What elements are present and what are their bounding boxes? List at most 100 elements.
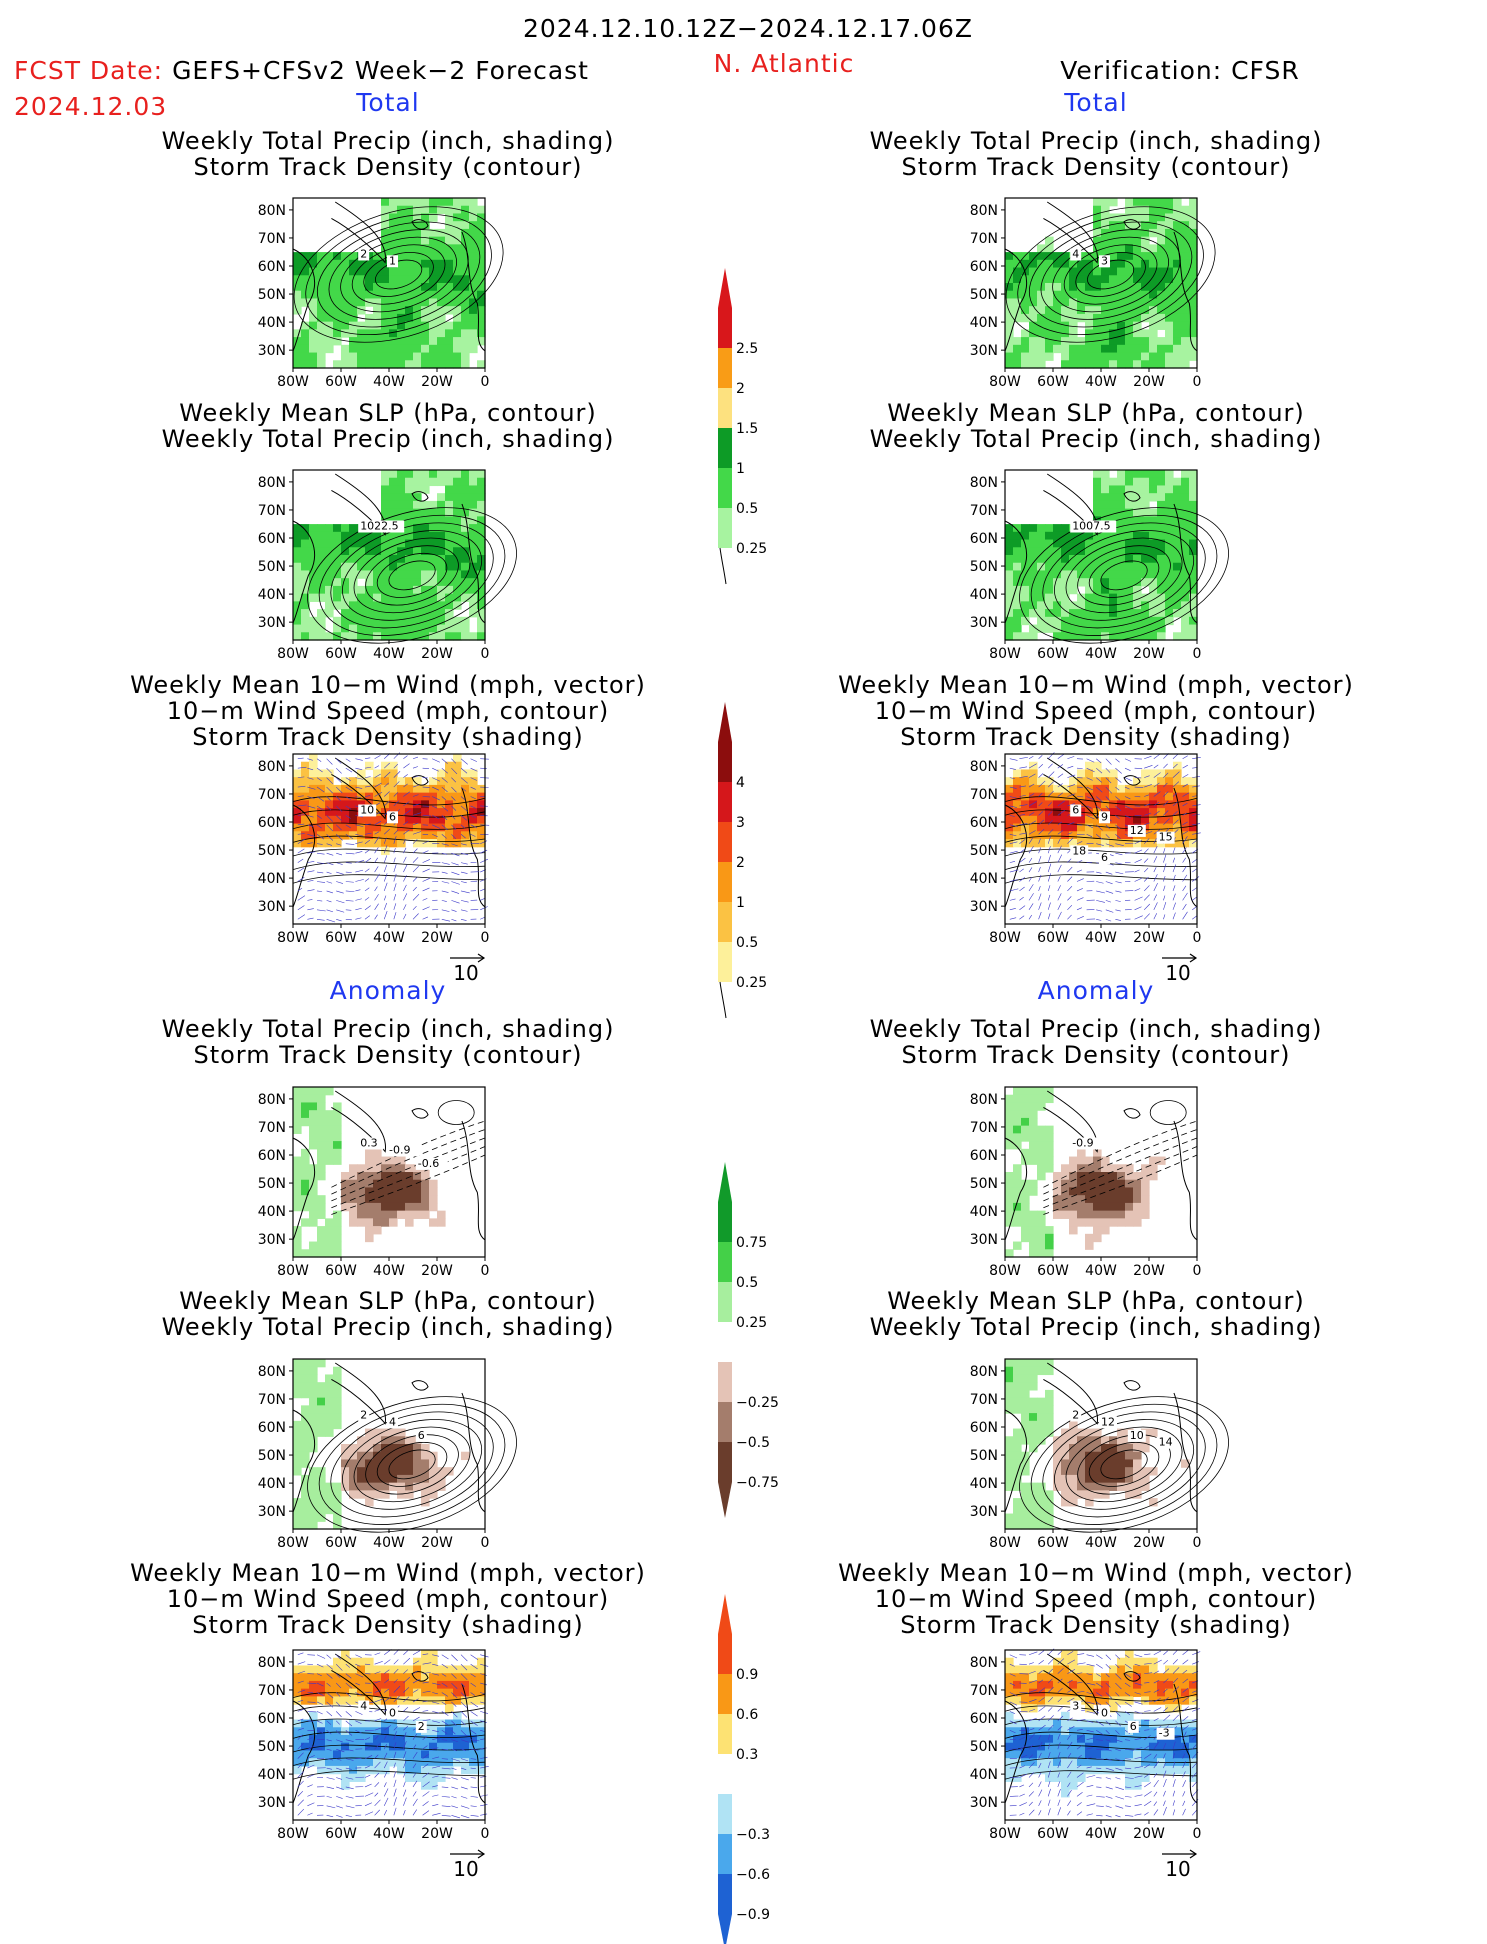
lon-tick-label: 0 [481, 1826, 490, 1842]
lat-tick-label: 40N [258, 871, 286, 887]
contour-label: 1022.5 [360, 520, 399, 533]
shading-layer [293, 198, 486, 369]
lat-tick-label: 70N [970, 1120, 998, 1136]
lat-tick-label: 50N [258, 1448, 286, 1464]
contour-label: 6 [1101, 851, 1108, 864]
colorbar-precip_total: 2.521.510.50.25 [718, 268, 818, 578]
lat-tick-label: 50N [258, 1176, 286, 1192]
total-label-right: Total [1064, 88, 1127, 117]
lon-tick-label: 60W [1037, 1826, 1069, 1842]
panel-title-line: Weekly Total Precip (inch, shading) [870, 1016, 1323, 1042]
region-label: N. Atlantic [714, 49, 855, 78]
lat-tick-label: 60N [970, 259, 998, 275]
lon-tick-label: 80W [277, 1535, 309, 1551]
lat-tick-label: 60N [970, 815, 998, 831]
lon-tick-label: 0 [1193, 374, 1202, 390]
colorbar-label: 1 [736, 895, 745, 911]
shading-layer [293, 754, 486, 855]
panel-title-6: Weekly Mean 10−m Wind (mph, vector)10−m … [838, 672, 1354, 750]
contour-labels: 1022.5 [358, 520, 404, 533]
lat-tick-label: 80N [970, 203, 998, 219]
panel-title-line: Weekly Mean 10−m Wind (mph, vector) [838, 672, 1354, 698]
contour-label: 0 [389, 1706, 396, 1719]
contour-label: 0.3 [360, 1137, 378, 1150]
panel-title-line: Storm Track Density (contour) [870, 1042, 1323, 1068]
colorbar-label: 0.25 [736, 975, 767, 991]
lat-tick-label: 50N [970, 843, 998, 859]
lon-tick-label: 60W [325, 1263, 357, 1279]
lat-tick-label: 70N [258, 231, 286, 247]
colorbar-swatch [718, 508, 732, 548]
colorbar-swatch [718, 1282, 732, 1322]
panel-title-9: Weekly Mean 10−m Wind (mph, vector)10−m … [130, 1560, 646, 1638]
colorbar-swatch [718, 1634, 732, 1674]
panel-title-line: Storm Track Density (shading) [130, 724, 646, 750]
lon-tick-label: 60W [1037, 1535, 1069, 1551]
panel-title-5: Weekly Mean SLP (hPa, contour)Weekly Tot… [870, 400, 1323, 452]
panel-title-10: Weekly Total Precip (inch, shading)Storm… [870, 1016, 1323, 1068]
lon-tick-label: 40W [1085, 1535, 1117, 1551]
lat-tick-label: 80N [258, 1092, 286, 1108]
lon-tick-label: 60W [325, 374, 357, 390]
fcst-title: FCST Date: GEFS+CFSv2 Week−2 Forecast [14, 56, 589, 85]
lon-tick-label: 60W [325, 1535, 357, 1551]
panel-title-line: Storm Track Density (contour) [162, 1042, 615, 1068]
lat-tick-label: 40N [258, 315, 286, 331]
lat-tick-label: 30N [258, 615, 286, 631]
lat-tick-label: 50N [258, 287, 286, 303]
lon-tick-label: 40W [1085, 646, 1117, 662]
lat-tick-label: 60N [258, 1420, 286, 1436]
panel-title-line: Weekly Mean SLP (hPa, contour) [162, 1288, 615, 1314]
lat-tick-label: 80N [970, 1655, 998, 1671]
contour-label: -3 [1159, 1727, 1170, 1740]
colorbar-label: −0.5 [736, 1435, 770, 1451]
contour-label: 4 [389, 1415, 396, 1428]
vector-reference-label: 10 [1165, 1857, 1190, 1881]
lat-tick-label: 70N [258, 1683, 286, 1699]
lat-tick-label: 60N [258, 1711, 286, 1727]
contour-label: 3 [1072, 1700, 1079, 1713]
lon-tick-label: 0 [481, 646, 490, 662]
lon-tick-label: 40W [373, 646, 405, 662]
colorbar-label: 0.5 [736, 935, 758, 951]
panel-title-12: Weekly Mean 10−m Wind (mph, vector)10−m … [838, 1560, 1354, 1638]
lon-tick-label: 0 [481, 930, 490, 946]
colorbar-label: −0.75 [736, 1475, 779, 1491]
colorbar-track_anom: 0.90.60.3−0.3−0.6−0.9 [718, 1594, 818, 1944]
colorbar-swatch [718, 1442, 732, 1482]
colorbar-swatch [718, 742, 732, 782]
panel-title-line: Weekly Mean 10−m Wind (mph, vector) [130, 672, 646, 698]
colorbar-label: 0.5 [736, 501, 758, 517]
lat-tick-label: 40N [970, 315, 998, 331]
colorbar-label: 1.5 [736, 421, 758, 437]
lon-tick-label: 20W [421, 1826, 453, 1842]
colorbar-swatch [718, 1714, 732, 1754]
panel-title-line: Weekly Total Precip (inch, shading) [162, 128, 615, 154]
contour-label: 15 [1159, 831, 1173, 844]
panel-title-line: Storm Track Density (shading) [838, 1612, 1354, 1638]
lat-tick-label: 30N [970, 1795, 998, 1811]
panel-title-line: 10−m Wind Speed (mph, contour) [130, 1586, 646, 1612]
lat-tick-label: 50N [258, 559, 286, 575]
contour-label: 6 [389, 810, 396, 823]
colorbar-swatch [718, 1754, 732, 1794]
lat-tick-label: 70N [258, 787, 286, 803]
colorbar-swatch [718, 1874, 732, 1914]
lon-tick-label: 0 [1193, 646, 1202, 662]
contour-label: 2 [1072, 1409, 1079, 1422]
lon-tick-label: 60W [325, 930, 357, 946]
panel-title-line: Weekly Total Precip (inch, shading) [870, 128, 1323, 154]
lon-tick-label: 60W [1037, 1263, 1069, 1279]
lon-tick-label: 80W [277, 1263, 309, 1279]
colorbar-label: −0.9 [736, 1907, 770, 1923]
lon-tick-label: 0 [481, 1263, 490, 1279]
lat-tick-label: 40N [258, 587, 286, 603]
vector-reference-2: 10 [1160, 950, 1210, 986]
lon-tick-label: 20W [1133, 646, 1165, 662]
lon-tick-label: 40W [373, 1826, 405, 1842]
shading-layer [293, 470, 486, 641]
panel-title-line: 10−m Wind Speed (mph, contour) [838, 1586, 1354, 1612]
lat-tick-label: 30N [258, 1795, 286, 1811]
shading-layer [293, 1087, 446, 1258]
